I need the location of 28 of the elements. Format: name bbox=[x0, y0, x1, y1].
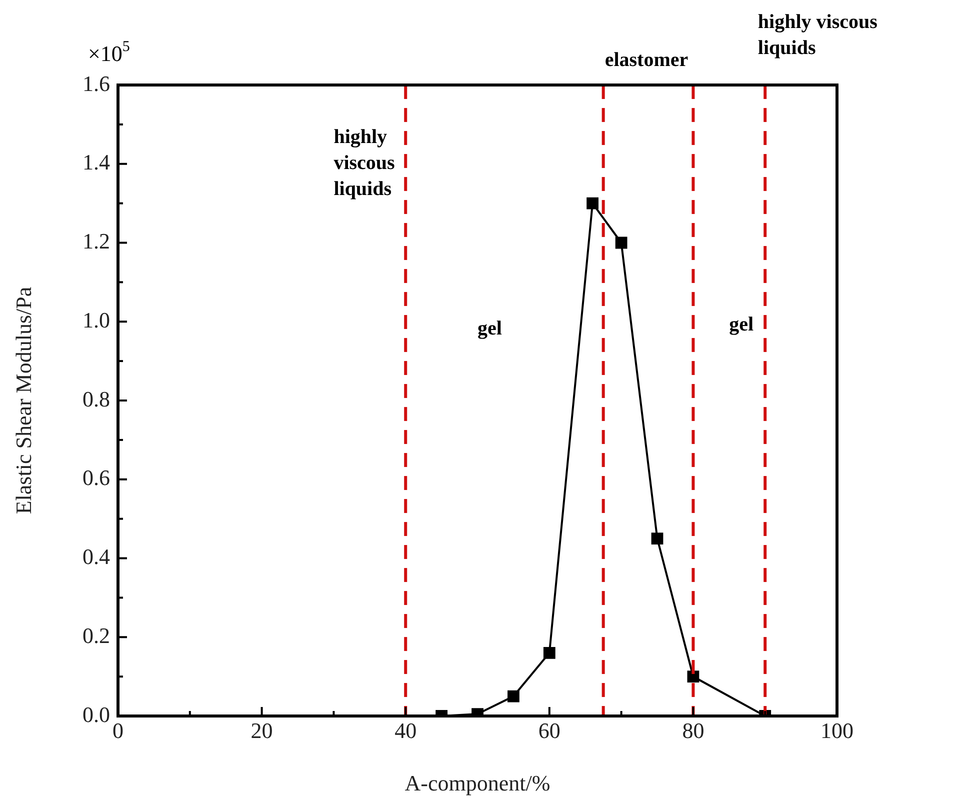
y-tick-label: 0.0 bbox=[82, 702, 110, 727]
y-tick-label: 0.4 bbox=[82, 544, 110, 570]
annotation: gel bbox=[478, 318, 502, 340]
x-tick-label: 100 bbox=[820, 718, 854, 743]
y-axis-title: Elastic Shear Modulus/Pa bbox=[10, 286, 36, 514]
point bbox=[651, 532, 664, 544]
y-tick-label: 1.2 bbox=[82, 228, 110, 254]
y-tick-label: 0.2 bbox=[82, 622, 110, 648]
x-tick-label: 0 bbox=[112, 718, 124, 743]
x-tick-label: 80 bbox=[682, 718, 704, 743]
text: elastomer bbox=[604, 49, 688, 72]
point bbox=[586, 197, 598, 210]
x-tick-label: 20 bbox=[250, 718, 273, 743]
y-tick-label: 1.4 bbox=[82, 150, 110, 175]
x-tick-label: 60 bbox=[538, 718, 560, 743]
point bbox=[508, 690, 520, 702]
text: highly viscous liquids bbox=[758, 11, 878, 60]
point bbox=[687, 670, 700, 683]
point bbox=[615, 236, 628, 249]
y-tick-label: 0.8 bbox=[82, 386, 110, 412]
annotation: gel bbox=[729, 314, 754, 336]
y-tick-label: 1.6 bbox=[82, 70, 110, 96]
x-axis-title: A-component/% bbox=[404, 770, 550, 796]
y-tick-label: 0.6 bbox=[82, 465, 110, 490]
x-tick-label: 40 bbox=[394, 718, 417, 743]
annotation: highly viscous liquids bbox=[334, 126, 396, 200]
point bbox=[543, 646, 556, 659]
y-tick-label: 1.0 bbox=[82, 307, 110, 332]
